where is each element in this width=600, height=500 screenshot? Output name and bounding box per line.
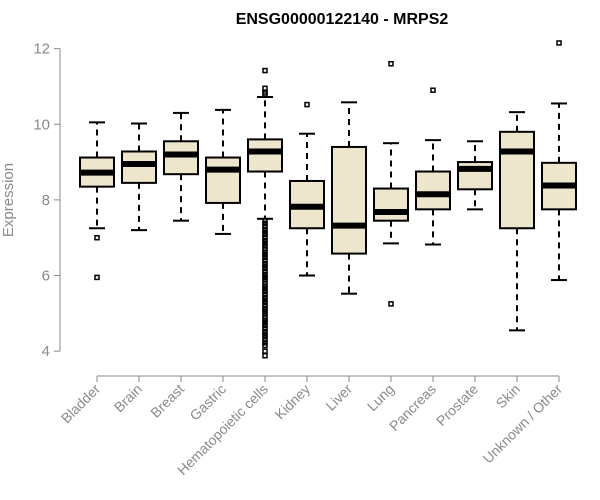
outlier-point: [262, 342, 268, 349]
outlier-point: [94, 274, 100, 281]
box-group: [289, 101, 325, 277]
outlier-point: [262, 231, 268, 238]
y-tick-label: 6: [42, 268, 50, 285]
box-group: [121, 122, 157, 232]
outlier-point: [262, 220, 268, 227]
x-tick-label: Prostate: [433, 381, 481, 429]
outlier-point: [262, 311, 268, 317]
outlier-point: [262, 243, 268, 249]
box-group: [247, 67, 283, 359]
outlier-point: [430, 87, 436, 93]
x-tick-label: Brain: [111, 381, 145, 415]
box-iqr: [331, 145, 367, 255]
x-tick-label: Breast: [147, 381, 187, 421]
box-group: [79, 121, 115, 281]
outlier-point: [262, 91, 268, 97]
box-group: [499, 111, 535, 332]
x-tick-label: Kidney: [272, 381, 314, 423]
outlier-point: [262, 288, 268, 295]
y-axis-label: Expression: [0, 163, 17, 237]
box-iqr: [415, 170, 451, 211]
outlier-point: [262, 234, 268, 241]
outlier-point: [262, 334, 268, 340]
outlier-point: [262, 254, 268, 261]
box-group: [457, 140, 493, 211]
box-group: [163, 111, 199, 222]
box-group: [415, 87, 451, 246]
y-tick-label: 12: [33, 41, 50, 58]
x-tick-label: Skin: [493, 381, 524, 412]
x-tick-label: Lung: [364, 381, 397, 414]
box-iqr: [499, 130, 535, 230]
outlier-point: [262, 223, 268, 230]
y-tick-label: 10: [33, 116, 50, 133]
outlier-point: [262, 291, 268, 298]
outlier-point: [262, 337, 268, 343]
chart-title: ENSG00000122140 - MRPS2: [236, 11, 449, 28]
outlier-point: [262, 303, 268, 309]
box-iqr: [247, 138, 283, 173]
outlier-point: [388, 301, 394, 307]
outlier-point: [262, 300, 268, 306]
x-tick-label: Liver: [322, 381, 355, 414]
outlier-point: [556, 40, 562, 46]
x-tick-label: Unknown / Other: [480, 381, 566, 467]
outlier-point: [94, 234, 100, 241]
x-tick-label: Pancreas: [386, 381, 439, 434]
box-iqr: [163, 140, 199, 176]
outlier-point: [262, 277, 268, 283]
x-tick-label: Bladder: [58, 381, 104, 427]
outlier-point: [262, 280, 268, 286]
outlier-point: [262, 67, 268, 74]
box-iqr: [373, 187, 409, 222]
boxes: [79, 40, 577, 359]
outlier-point: [262, 352, 268, 359]
box-iqr: [205, 156, 241, 204]
outlier-point: [262, 246, 268, 252]
outlier-point: [262, 268, 268, 275]
outlier-point: [262, 314, 268, 320]
box-group: [373, 61, 409, 307]
y-tick-label: 8: [42, 192, 50, 209]
outlier-point: [262, 257, 268, 264]
outlier-point: [388, 61, 394, 67]
outlier-point: [304, 101, 310, 108]
box-iqr: [121, 150, 157, 184]
y-tick-label: 4: [42, 343, 50, 360]
box-group: [205, 108, 241, 235]
box-group: [541, 40, 577, 282]
outlier-point: [262, 265, 268, 272]
outlier-point: [262, 325, 268, 332]
outlier-point: [262, 348, 268, 354]
outlier-point: [262, 322, 268, 329]
box-group: [331, 101, 367, 295]
